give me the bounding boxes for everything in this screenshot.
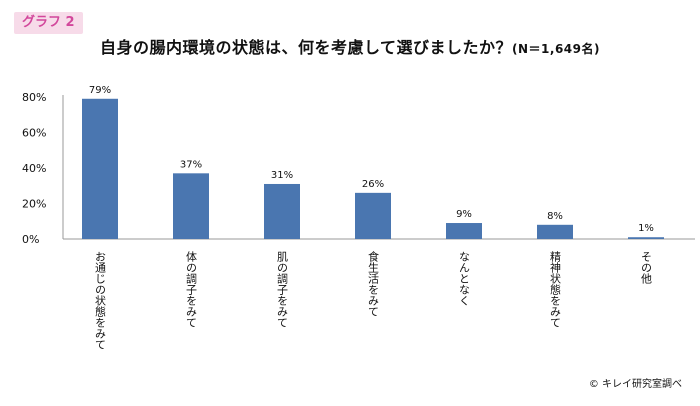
data-label: 37% xyxy=(180,159,202,170)
source-credit: © キレイ研究室調べ xyxy=(588,379,682,390)
bar xyxy=(355,192,391,239)
data-label: 31% xyxy=(271,170,293,181)
x-tick-label: 肌の調子をみて xyxy=(276,251,289,328)
data-label: 9% xyxy=(456,209,472,220)
bar xyxy=(82,98,118,240)
bar xyxy=(537,224,573,239)
x-tick-label: 体の調子をみて xyxy=(185,250,198,328)
x-tick-label: なんとなく xyxy=(458,251,471,306)
data-label: 79% xyxy=(89,85,111,96)
y-tick-label: 40% xyxy=(22,162,46,175)
x-tick-label: その他 xyxy=(640,251,653,284)
data-label: 26% xyxy=(362,179,384,190)
y-tick-label: 60% xyxy=(22,127,46,140)
bar xyxy=(264,183,300,239)
data-label: 1% xyxy=(638,223,654,234)
x-tick-label: お通じの状態をみて xyxy=(94,251,107,350)
sample-size: (N＝1,649名) xyxy=(512,42,600,56)
chart-title: 自身の腸内環境の状態は、何を考慮して選びましたか？(N＝1,649名) xyxy=(0,34,700,58)
data-label: 8% xyxy=(547,211,563,222)
chart-title-text: 自身の腸内環境の状態は、何を考慮して選びましたか？ xyxy=(99,38,513,57)
chart-number-badge: グラフ 2 xyxy=(14,12,83,34)
y-tick-label: 80% xyxy=(22,91,46,104)
y-tick-label: 20% xyxy=(22,198,46,211)
bar xyxy=(173,173,209,239)
y-tick-label: 0% xyxy=(22,233,39,246)
bar xyxy=(446,223,482,239)
x-tick-label: 食生活をみて xyxy=(367,250,380,317)
bar xyxy=(628,237,664,239)
x-tick-label: 精神状態をみて xyxy=(549,251,562,328)
